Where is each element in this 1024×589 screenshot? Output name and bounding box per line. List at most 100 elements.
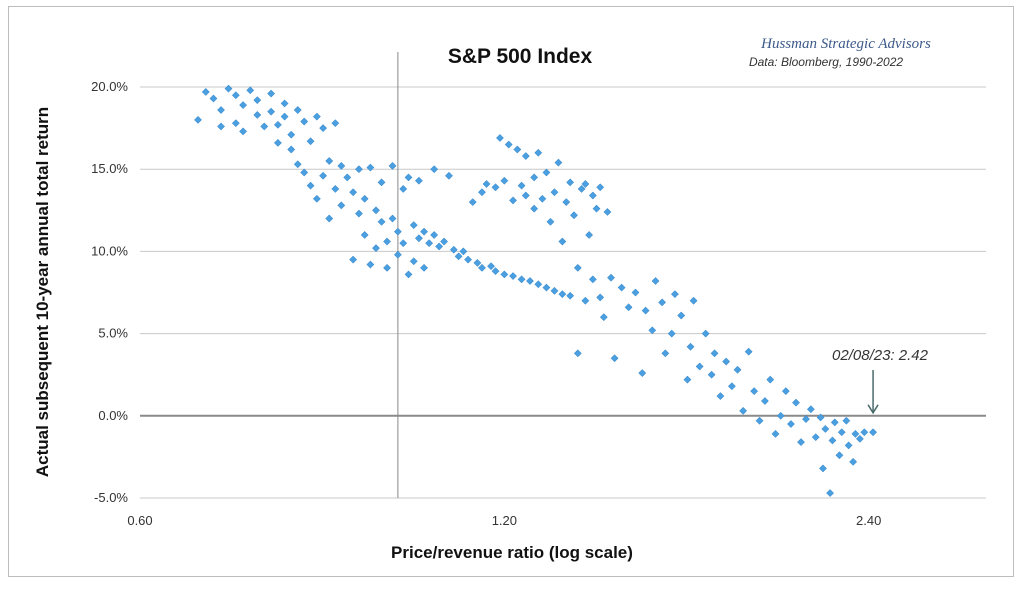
data-point <box>246 86 255 95</box>
data-point <box>542 168 551 177</box>
data-point <box>360 194 369 203</box>
data-point <box>509 196 517 205</box>
data-point <box>293 106 302 114</box>
data-point <box>267 107 276 116</box>
data-point <box>445 171 453 180</box>
data-point <box>835 451 844 460</box>
data-point <box>343 173 352 182</box>
x-tick-label: 1.20 <box>492 513 517 528</box>
data-point <box>550 286 559 295</box>
data-point <box>260 122 269 131</box>
data-point <box>487 262 495 271</box>
data-point <box>830 418 839 427</box>
data-point <box>806 405 815 414</box>
data-point <box>844 441 853 450</box>
data-point <box>869 428 878 437</box>
data-point <box>383 237 392 246</box>
data-point <box>550 188 559 197</box>
data-point <box>581 180 590 188</box>
data-point <box>383 263 392 272</box>
data-point <box>435 242 444 251</box>
data-point <box>399 184 408 193</box>
data-point <box>554 158 563 167</box>
data-point <box>755 416 764 425</box>
data-point <box>797 438 805 447</box>
data-point <box>596 183 605 192</box>
data-point <box>414 234 423 243</box>
data-point <box>404 173 413 182</box>
data-point <box>337 161 346 170</box>
data-point <box>686 342 695 351</box>
data-point <box>509 272 517 281</box>
data-point <box>517 275 526 284</box>
data-point <box>581 296 590 305</box>
data-point <box>459 247 468 256</box>
data-point <box>325 157 334 165</box>
data-point <box>558 237 567 246</box>
data-point <box>366 163 375 172</box>
data-point <box>372 206 380 215</box>
chart-title: S&P 500 Index <box>448 45 593 68</box>
data-point <box>842 416 851 425</box>
source-text: Data: Bloomberg, 1990-2022 <box>749 55 903 69</box>
data-point <box>372 244 380 253</box>
data-point <box>491 267 500 276</box>
data-point <box>521 152 530 161</box>
data-point <box>802 415 810 424</box>
data-point <box>596 293 605 302</box>
data-point <box>478 188 486 197</box>
data-point <box>786 420 795 428</box>
data-point <box>337 201 346 210</box>
data-point <box>534 280 543 289</box>
data-point <box>217 106 225 114</box>
data-point <box>588 191 597 200</box>
data-point <box>287 130 296 139</box>
data-point <box>821 424 830 433</box>
data-point <box>366 260 375 269</box>
data-point <box>319 171 328 180</box>
data-point <box>588 275 597 284</box>
annotation-label: 02/08/23: 2.42 <box>832 347 929 364</box>
data-point <box>781 387 790 396</box>
data-point <box>409 257 418 266</box>
data-point <box>388 161 397 170</box>
data-point <box>826 489 835 498</box>
data-point <box>194 115 202 124</box>
data-point <box>607 273 615 282</box>
data-point <box>727 382 736 391</box>
data-point <box>287 145 296 154</box>
data-point <box>617 283 626 292</box>
y-tick-label: 15.0% <box>91 161 128 176</box>
data-point <box>420 263 429 272</box>
y-axis-label: Actual subsequent 10-year annual total r… <box>33 107 52 477</box>
data-point <box>430 231 439 239</box>
data-point <box>542 283 551 292</box>
data-point <box>231 91 240 100</box>
data-point <box>624 303 633 312</box>
data-point <box>393 227 402 236</box>
data-point <box>331 184 340 193</box>
data-point <box>641 306 650 315</box>
data-point <box>760 397 769 405</box>
data-point <box>231 119 240 128</box>
y-tick-label: 10.0% <box>91 243 128 258</box>
data-point <box>811 433 820 442</box>
x-axis-label: Price/revenue ratio (log scale) <box>391 543 633 562</box>
data-point <box>837 428 846 437</box>
data-point <box>562 198 571 207</box>
data-point <box>744 347 753 356</box>
data-point <box>454 252 463 261</box>
data-point <box>750 387 759 396</box>
data-point <box>526 277 534 285</box>
data-point <box>733 365 742 374</box>
data-point <box>716 392 725 401</box>
data-point <box>449 245 458 254</box>
y-tick-label: -5.0% <box>94 490 128 505</box>
data-point <box>701 329 710 338</box>
data-point <box>855 434 864 443</box>
data-point <box>849 457 858 466</box>
data-point <box>651 277 660 285</box>
data-point <box>377 217 386 226</box>
data-point <box>491 183 500 192</box>
